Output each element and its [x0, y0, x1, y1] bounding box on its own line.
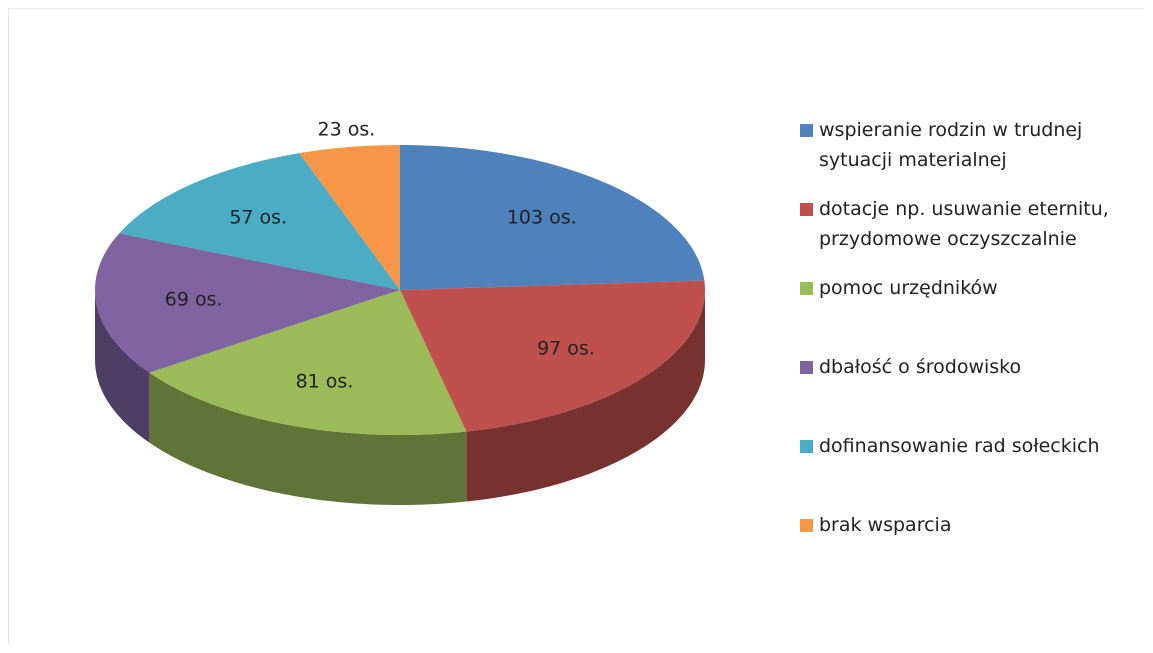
slice — [119, 153, 401, 290]
data-label: 69 os. — [165, 289, 223, 311]
frame — [8, 8, 1144, 644]
legend-swatch — [800, 203, 813, 216]
tops — [95, 145, 705, 435]
slice — [400, 280, 705, 432]
legend-swatch — [800, 440, 813, 453]
legend-label: wspieranie rodzin w trudnej sytuacji mat… — [819, 119, 1083, 171]
legend-label: brak wsparcia — [819, 514, 952, 536]
data-label: 103 os. — [507, 207, 577, 229]
legend-swatch — [800, 519, 813, 532]
data-label: 97 os. — [537, 338, 595, 360]
legend-item: dofinansowanie rad sołeckich — [800, 431, 1149, 461]
legend-label: pomoc urzędników — [819, 277, 998, 299]
data-label: 81 os. — [296, 370, 354, 392]
legend-item: pomoc urzędników — [800, 273, 1149, 303]
slice — [299, 145, 400, 290]
legend-item: brak wsparcia — [800, 510, 1149, 540]
sides — [95, 290, 705, 505]
legend-item: dotacje np. usuwanie eternitu, przydomow… — [800, 194, 1149, 254]
legend-swatch — [800, 282, 813, 295]
legend-label: dotacje np. usuwanie eternitu, przydomow… — [819, 198, 1109, 250]
legend-swatch — [800, 361, 813, 374]
data-label: 57 os. — [229, 207, 287, 229]
legend-swatch — [800, 124, 813, 137]
legend-label: dofinansowanie rad sołeckich — [819, 435, 1100, 457]
slice-side — [466, 290, 705, 502]
legend-item: wspieranie rodzin w trudnej sytuacji mat… — [800, 115, 1149, 175]
slice — [95, 233, 400, 373]
slice — [149, 290, 467, 435]
legend-item: dbałość o środowisko — [800, 352, 1149, 382]
data-label: 23 os. — [318, 118, 376, 140]
slice — [400, 145, 705, 290]
labels: 103 os. 97 os. 81 os. 69 os. 57 os. 23 os. — [165, 118, 595, 392]
slice-side — [149, 372, 467, 505]
legend-label: dbałość o środowisko — [819, 356, 1022, 378]
slice-side — [95, 290, 150, 443]
